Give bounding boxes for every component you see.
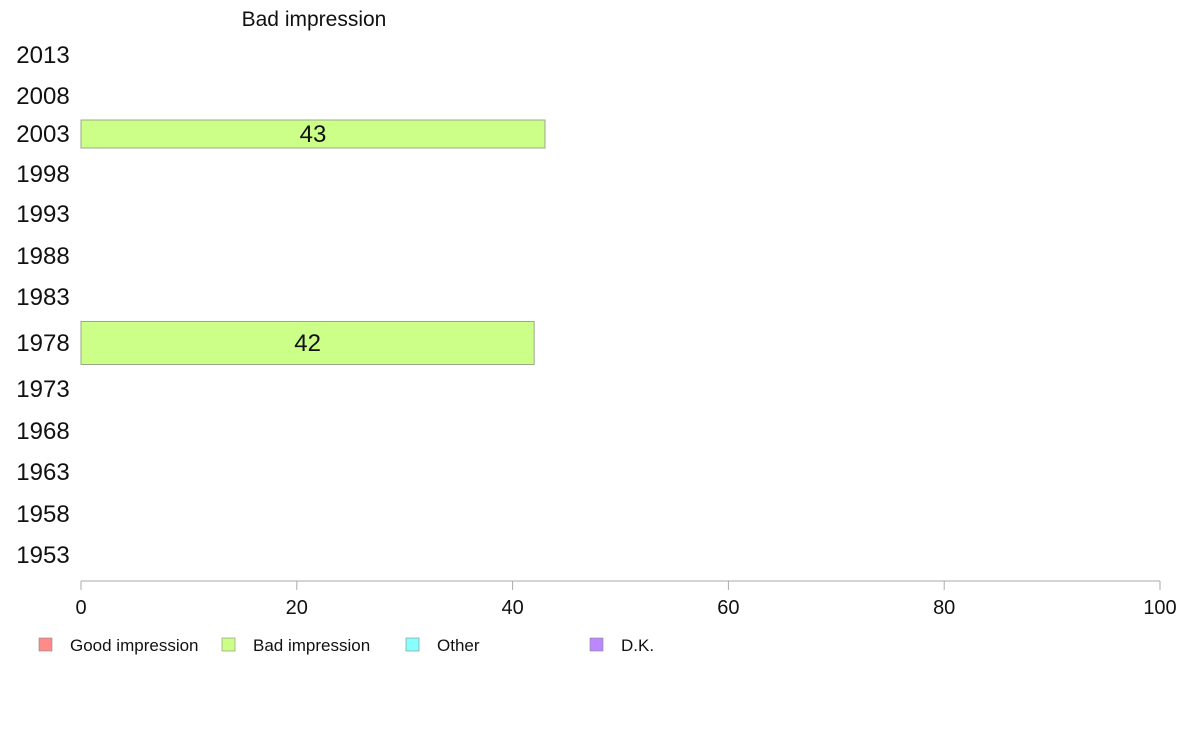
bar — [80, 119, 546, 149]
legend-swatch — [221, 637, 236, 652]
bar — [80, 321, 535, 365]
bar-value-label: 42 — [294, 330, 321, 357]
legend-swatch — [38, 637, 53, 652]
legend-label: Other — [437, 636, 480, 655]
y-tick-label: 1968 — [16, 418, 69, 445]
x-tick-label: 80 — [933, 597, 955, 619]
y-tick-label: 1973 — [16, 376, 69, 403]
x-tick-label: 100 — [1143, 597, 1176, 619]
y-tick-label: 2013 — [16, 42, 69, 69]
y-tick-label: 1983 — [16, 284, 69, 311]
x-axis-ticks: 0 20 40 60 80 100 — [75, 581, 1177, 619]
x-tick-label: 20 — [286, 597, 308, 619]
y-tick-label: 1953 — [16, 542, 69, 569]
legend-label: Good impression — [70, 636, 199, 655]
legend: Good impression Bad impression Other D.K. — [38, 636, 654, 655]
legend-swatch — [589, 637, 604, 652]
y-tick-label: 2008 — [16, 83, 69, 110]
legend-swatch — [405, 637, 420, 652]
y-axis-labels: 2013 2008 2003 1998 1993 1988 1983 1978 1973 1968… — [16, 42, 69, 569]
bar-value-label: 43 — [300, 121, 327, 148]
legend-label: Bad impression — [253, 636, 370, 655]
y-tick-label: 2003 — [16, 121, 69, 148]
bars: 43 42 — [80, 119, 546, 365]
y-tick-label: 1963 — [16, 459, 69, 486]
chart-title: Bad impression — [242, 8, 387, 31]
legend-label: D.K. — [621, 636, 654, 655]
x-tick-label: 60 — [717, 597, 739, 619]
y-tick-label: 1978 — [16, 330, 69, 357]
y-tick-label: 1958 — [16, 501, 69, 528]
x-tick-label: 0 — [75, 597, 86, 619]
y-tick-label: 1988 — [16, 243, 69, 270]
x-tick-label: 40 — [501, 597, 523, 619]
y-tick-label: 1993 — [16, 201, 69, 228]
y-tick-label: 1998 — [16, 161, 69, 188]
